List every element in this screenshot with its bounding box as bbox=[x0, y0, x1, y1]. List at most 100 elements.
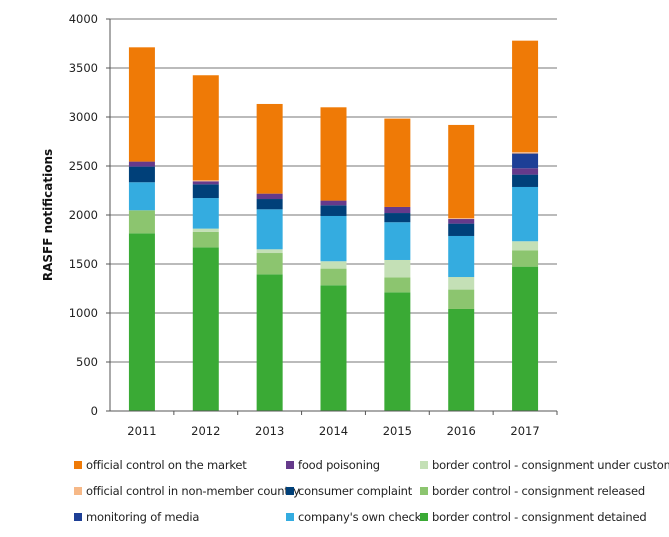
bar-segment bbox=[192, 184, 219, 199]
legend-item: border control - consignment detained bbox=[420, 510, 647, 524]
x-tick-label: 2013 bbox=[255, 424, 284, 438]
bar-segment bbox=[256, 274, 283, 411]
bar-segment bbox=[512, 40, 539, 152]
x-tick-label: 2017 bbox=[510, 424, 539, 438]
bar-stack-2012 bbox=[192, 75, 219, 411]
legend-item: monitoring of media bbox=[74, 510, 199, 524]
legend-swatch bbox=[420, 513, 428, 521]
legend-label: consumer complaint bbox=[298, 484, 413, 498]
legend-label: official control in non-member country bbox=[86, 484, 300, 498]
legend-item: official control in non-member country bbox=[74, 484, 300, 498]
legend-label: border control - consignment released bbox=[432, 484, 645, 498]
bar-segment bbox=[128, 47, 155, 162]
y-tick-label: 1500 bbox=[69, 257, 98, 271]
bar-segment bbox=[384, 206, 411, 214]
bar-stack-2011 bbox=[128, 47, 155, 411]
y-tick-label: 3000 bbox=[69, 110, 98, 124]
y-tick-label: 2000 bbox=[69, 208, 98, 222]
bar-segment bbox=[320, 261, 347, 269]
y-tick-label: 0 bbox=[91, 404, 98, 418]
bar-segment bbox=[384, 292, 411, 411]
legend-swatch bbox=[420, 461, 428, 469]
bar-segment bbox=[128, 166, 155, 183]
bar-segment bbox=[192, 198, 219, 229]
bar-segment bbox=[320, 200, 347, 206]
legend-swatch bbox=[74, 461, 82, 469]
legend-item: consumer complaint bbox=[286, 484, 412, 498]
bar-stack-2013 bbox=[256, 103, 283, 411]
bar-segment bbox=[512, 153, 539, 169]
bar-stack-2014 bbox=[320, 107, 347, 411]
bar-segment bbox=[320, 268, 347, 286]
bars bbox=[128, 40, 539, 411]
bar-segment bbox=[128, 210, 155, 234]
bar-segment bbox=[256, 103, 283, 194]
bar-segment bbox=[256, 249, 283, 254]
bar-stack-2015 bbox=[384, 118, 411, 411]
x-tick-label: 2014 bbox=[319, 424, 348, 438]
bar-segment bbox=[192, 228, 219, 232]
bar-segment bbox=[128, 182, 155, 211]
bar-segment bbox=[448, 124, 475, 219]
legend-item: official control on the market bbox=[74, 458, 247, 472]
bar-segment bbox=[448, 223, 475, 236]
legend-label: company's own check bbox=[298, 510, 422, 524]
legend-label: border control - consignment under custo… bbox=[432, 458, 669, 472]
y-tick-label: 4000 bbox=[69, 12, 98, 26]
x-tick-label: 2012 bbox=[191, 424, 220, 438]
bar-segment bbox=[448, 235, 475, 278]
bar-segment bbox=[384, 222, 411, 260]
bar-segment bbox=[384, 118, 411, 207]
y-tick-label: 500 bbox=[76, 355, 98, 369]
bar-segment bbox=[448, 219, 475, 224]
bar-segment bbox=[320, 215, 347, 262]
bar-stack-2016 bbox=[448, 124, 475, 411]
bar-segment bbox=[256, 199, 283, 210]
x-tick-label: 2011 bbox=[127, 424, 156, 438]
legend-swatch bbox=[286, 513, 294, 521]
bar-segment bbox=[320, 107, 347, 201]
bar-segment bbox=[192, 231, 219, 248]
bar-segment bbox=[128, 233, 155, 411]
bar-segment bbox=[192, 181, 219, 185]
bar-segment bbox=[384, 259, 411, 278]
bar-segment bbox=[512, 186, 539, 242]
bar-segment bbox=[512, 168, 539, 175]
y-tick-label: 2500 bbox=[69, 159, 98, 173]
y-tick-labels: 0 500 1000 1500 2000 2500 3000 3500 4000 bbox=[69, 12, 110, 418]
bar-segment bbox=[320, 205, 347, 216]
bar-segment bbox=[448, 277, 475, 290]
legend-label: food poisoning bbox=[298, 458, 380, 472]
bar-segment bbox=[192, 180, 219, 182]
bar-segment bbox=[448, 308, 475, 411]
legend-swatch bbox=[74, 513, 82, 521]
legend-item: border control - consignment under custo… bbox=[420, 458, 669, 472]
bar-segment bbox=[512, 266, 539, 411]
legend-swatch bbox=[286, 461, 294, 469]
y-tick-label: 1000 bbox=[69, 306, 98, 320]
bar-segment bbox=[512, 151, 539, 154]
bar-segment bbox=[320, 285, 347, 411]
x-tick-labels: 2011 2012 2013 2014 2015 2016 2017 bbox=[127, 411, 558, 438]
bar-segment bbox=[256, 253, 283, 275]
bar-segment bbox=[192, 75, 219, 181]
legend-item: border control - consignment released bbox=[420, 484, 645, 498]
y-tick-label: 3500 bbox=[69, 61, 98, 75]
bar-segment bbox=[512, 241, 539, 251]
x-tick-label: 2016 bbox=[447, 424, 476, 438]
legend-swatch bbox=[286, 487, 294, 495]
bar-segment bbox=[256, 209, 283, 250]
x-tick-label: 2015 bbox=[383, 424, 412, 438]
legend-label: monitoring of media bbox=[86, 510, 200, 524]
bar-segment bbox=[384, 213, 411, 223]
bar-segment bbox=[448, 218, 475, 220]
legend-swatch bbox=[74, 487, 82, 495]
bar-segment bbox=[384, 277, 411, 293]
bar-segment bbox=[512, 174, 539, 187]
bar-segment bbox=[256, 193, 283, 200]
legend-swatch bbox=[420, 487, 428, 495]
bar-segment bbox=[128, 161, 155, 167]
legend-label: official control on the market bbox=[86, 458, 247, 472]
legend-item: food poisoning bbox=[286, 458, 380, 472]
